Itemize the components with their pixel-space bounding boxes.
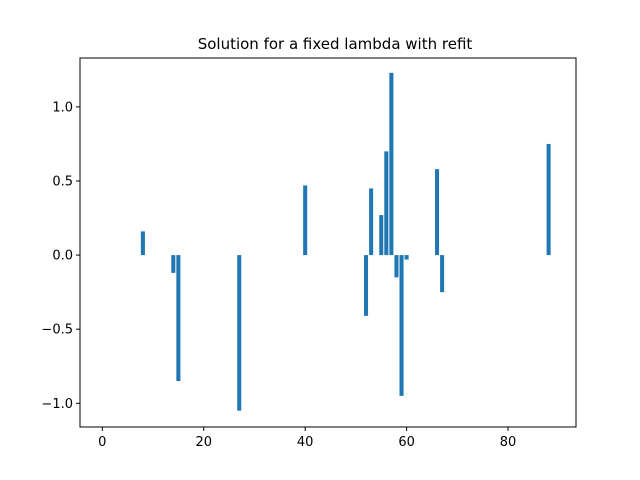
x-axis: 0 20 40 60 80 — [98, 427, 516, 450]
bar-58 — [394, 255, 399, 278]
x-tick-label: 20 — [195, 435, 212, 450]
bar-88 — [546, 143, 551, 256]
y-tick-label: −1.0 — [41, 397, 73, 412]
bar-57 — [389, 72, 394, 256]
bar-15 — [176, 255, 181, 382]
x-tick-label: 60 — [398, 435, 415, 450]
x-tick-label: 80 — [500, 435, 517, 450]
y-tick-label: 1.0 — [52, 100, 73, 115]
y-axis: −1.0 −0.5 0.0 0.5 1.0 — [41, 100, 80, 412]
bar-55 — [379, 215, 384, 256]
y-tick-label: 0.5 — [52, 175, 73, 190]
bar-14 — [171, 255, 176, 273]
bars-group — [140, 72, 551, 411]
x-tick-label: 0 — [98, 435, 106, 450]
bar-60 — [404, 255, 409, 260]
bar-40 — [303, 185, 308, 256]
chart-title: Solution for a fixed lambda with refit — [198, 35, 473, 53]
bar-56 — [384, 151, 389, 256]
y-tick-label: 0.0 — [52, 249, 73, 264]
bar-59 — [399, 255, 404, 396]
bar-27 — [237, 255, 242, 411]
x-tick-label: 40 — [297, 435, 314, 450]
plot-frame — [79, 57, 577, 428]
bar-8 — [140, 231, 145, 256]
bar-53 — [369, 188, 374, 256]
bar-52 — [364, 255, 369, 316]
y-tick-label: −0.5 — [41, 323, 73, 338]
bar-67 — [440, 255, 445, 293]
bar-66 — [435, 169, 440, 256]
